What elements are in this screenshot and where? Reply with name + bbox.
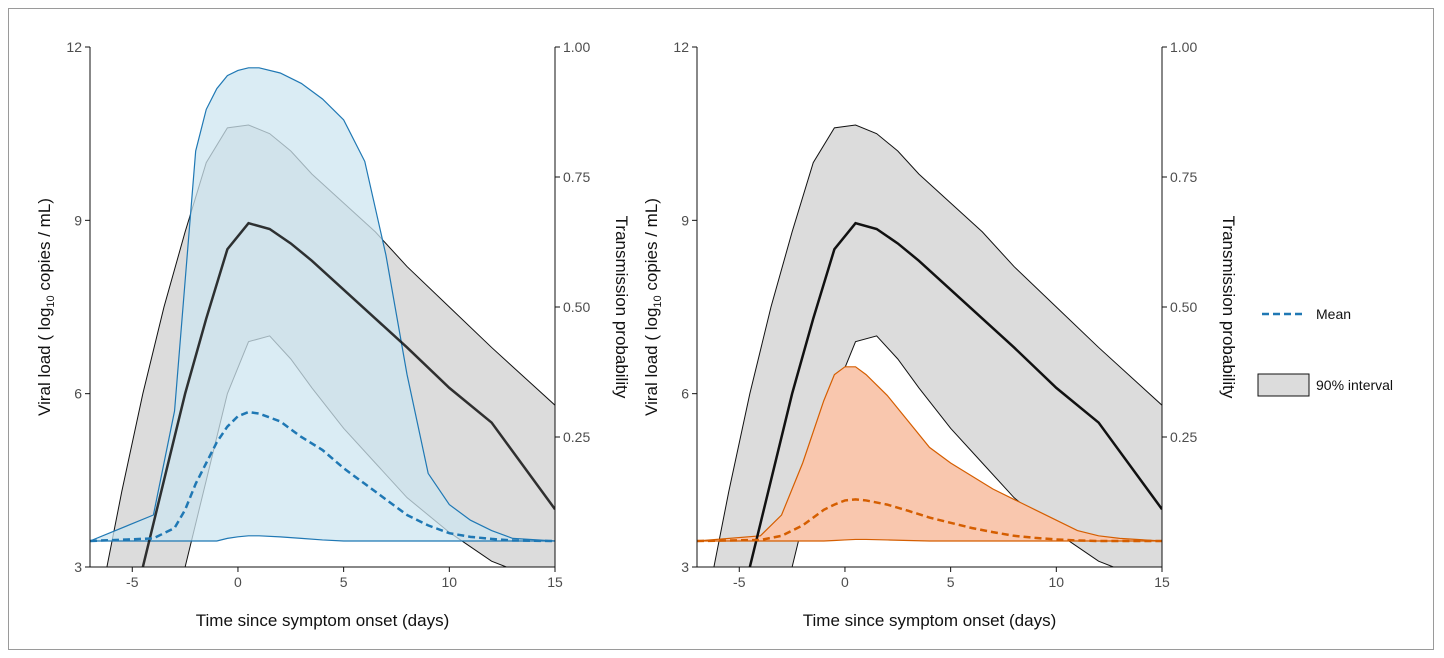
transmission-upper-bound xyxy=(90,67,555,542)
y-right-tick-label: 0.75 xyxy=(563,169,590,185)
plot-area xyxy=(90,67,555,567)
viral-load-mean-line xyxy=(141,221,555,567)
y-right-tick-label: 1.00 xyxy=(1170,39,1197,55)
y-left-tick-label: 9 xyxy=(74,212,82,228)
x-tick-label: 10 xyxy=(442,574,458,590)
y-right-tick-label: 0.25 xyxy=(1170,429,1197,445)
x-tick-label: 15 xyxy=(547,574,563,590)
transmission-upper-bound xyxy=(697,366,1162,542)
x-tick-label: 0 xyxy=(841,574,849,590)
viral-load-mean-line xyxy=(748,221,1162,567)
y-left-axis-title: Viral load ( log10 copies / mL) xyxy=(35,198,57,416)
y-left-tick-label: 12 xyxy=(673,39,689,55)
y-right-tick-label: 0.50 xyxy=(1170,299,1197,315)
legend-interval-label: 90% interval xyxy=(1316,377,1393,393)
viral-load-interval-band xyxy=(713,125,1162,567)
y-left-tick-label: 3 xyxy=(74,559,82,575)
transmission-mean-line xyxy=(90,410,555,543)
x-tick-label: -5 xyxy=(126,574,139,590)
x-tick-label: -5 xyxy=(733,574,746,590)
transmission-lower-bound xyxy=(90,535,555,542)
transmission-lower-bound xyxy=(697,538,1162,542)
y-left-axis-title: Viral load ( log10 copies / mL) xyxy=(642,198,664,416)
y-right-tick-label: 0.75 xyxy=(1170,169,1197,185)
x-axis-title: Time since symptom onset (days) xyxy=(196,611,450,630)
y-right-tick-label: 1.00 xyxy=(563,39,590,55)
legend: Mean 90% interval xyxy=(1257,306,1393,397)
x-tick-label: 10 xyxy=(1049,574,1065,590)
right-panel: -5 0 5 10 15 3 6 9 12 0.25 0.50 0.75 1.00 Time since … xyxy=(642,39,1238,630)
y-left-tick-label: 3 xyxy=(681,559,689,575)
y-right-axis-title: Transmission probability xyxy=(612,216,631,399)
transmission-mean-line xyxy=(697,498,1162,543)
x-tick-label: 5 xyxy=(947,574,955,590)
figure-frame xyxy=(8,8,1434,650)
legend-mean-label: Mean xyxy=(1316,306,1351,322)
left-panel: -5 0 5 10 15 3 6 9 12 0.25 0.50 0.75 1.00 Time since … xyxy=(35,39,631,630)
x-tick-label: 15 xyxy=(1154,574,1170,590)
x-axis-title: Time since symptom onset (days) xyxy=(803,611,1057,630)
transmission-interval-band xyxy=(90,67,555,542)
y-right-axis-title: Transmission probability xyxy=(1219,216,1238,399)
legend-interval-swatch xyxy=(1257,373,1310,397)
x-tick-label: 0 xyxy=(234,574,242,590)
y-right-tick-label: 0.50 xyxy=(563,299,590,315)
y-left-tick-label: 9 xyxy=(681,212,689,228)
y-right-tick-label: 0.25 xyxy=(563,429,590,445)
transmission-interval-band xyxy=(697,366,1162,541)
y-left-tick-label: 6 xyxy=(681,386,689,402)
y-left-tick-label: 6 xyxy=(74,386,82,402)
plot-area xyxy=(697,124,1162,567)
x-tick-label: 5 xyxy=(340,574,348,590)
viral-load-upper-bound xyxy=(713,124,1162,567)
y-left-tick-label: 12 xyxy=(66,39,82,55)
